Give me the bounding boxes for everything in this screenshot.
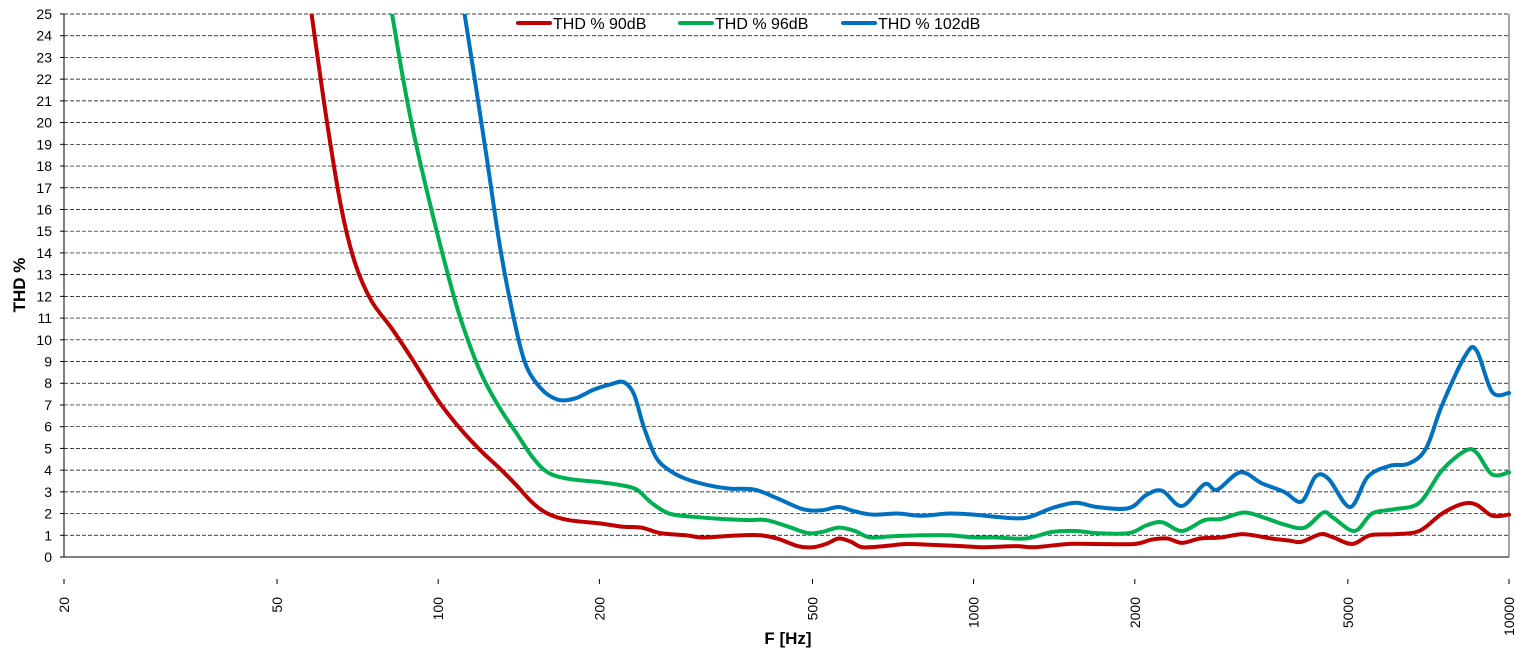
- series-line-3: [462, 14, 1511, 521]
- y-tick-label: 4: [44, 462, 52, 478]
- y-tick-label: 19: [36, 136, 52, 152]
- y-tick-label: 0: [44, 549, 52, 565]
- y-tick-label: 5: [44, 440, 52, 456]
- y-tick-label: 16: [36, 201, 52, 217]
- series-line-1: [309, 14, 1511, 550]
- y-tick-label: 13: [36, 267, 52, 283]
- y-tick-label: 11: [37, 310, 52, 326]
- y-tick-label: 9: [44, 354, 52, 370]
- y-tick-label: 6: [44, 419, 52, 435]
- y-tick-label: 22: [36, 71, 52, 87]
- y-tick-label: 20: [36, 115, 52, 131]
- x-tick-label: 2000: [1127, 597, 1143, 628]
- x-tick-label: 5000: [1340, 597, 1356, 628]
- y-tick-label: 15: [36, 223, 52, 239]
- y-tick-label: 24: [36, 28, 52, 44]
- y-tick-label: 3: [44, 484, 52, 500]
- x-tick-label: 50: [269, 597, 285, 613]
- x-tick-label: 500: [804, 597, 820, 621]
- y-tick-label: 8: [44, 375, 52, 391]
- x-tick-labels: 20 50 100 200 500 1000 2000 5000 10000: [56, 579, 1515, 636]
- x-tick-label: 1000: [966, 597, 982, 628]
- series-line-2: [390, 14, 1511, 541]
- y-tick-label: 14: [36, 245, 52, 261]
- y-tick-label: 1: [44, 527, 52, 543]
- x-axis-title: F [Hz]: [764, 629, 811, 648]
- y-tick-label: 25: [36, 6, 52, 22]
- x-tick-label: 200: [591, 597, 607, 621]
- grid-lines: [64, 13, 1509, 536]
- y-tick-label: 2: [44, 506, 52, 522]
- y-axis-title: THD %: [10, 258, 29, 313]
- x-tick-label: 20: [56, 597, 72, 613]
- legend-label-2: THD % 96dB: [715, 16, 808, 33]
- series-lines: [309, 14, 1511, 550]
- x-tick-label: 100: [430, 597, 446, 621]
- y-tick-label: 21: [36, 93, 52, 109]
- y-tick-labels: 0123456789101112131415161718192021222324…: [36, 6, 64, 565]
- legend-label-3: THD % 102dB: [878, 16, 980, 33]
- y-tick-label: 7: [44, 397, 52, 413]
- legend: THD % 90dB THD % 96dB THD % 102dB: [516, 16, 980, 33]
- y-tick-label: 17: [36, 180, 52, 196]
- y-tick-label: 12: [36, 288, 52, 304]
- legend-label-1: THD % 90dB: [553, 16, 646, 33]
- x-tick-label: 10000: [1501, 597, 1515, 636]
- y-tick-label: 23: [36, 49, 52, 65]
- y-tick-label: 10: [36, 332, 52, 348]
- axes: [63, 14, 1510, 558]
- y-tick-label: 18: [36, 158, 52, 174]
